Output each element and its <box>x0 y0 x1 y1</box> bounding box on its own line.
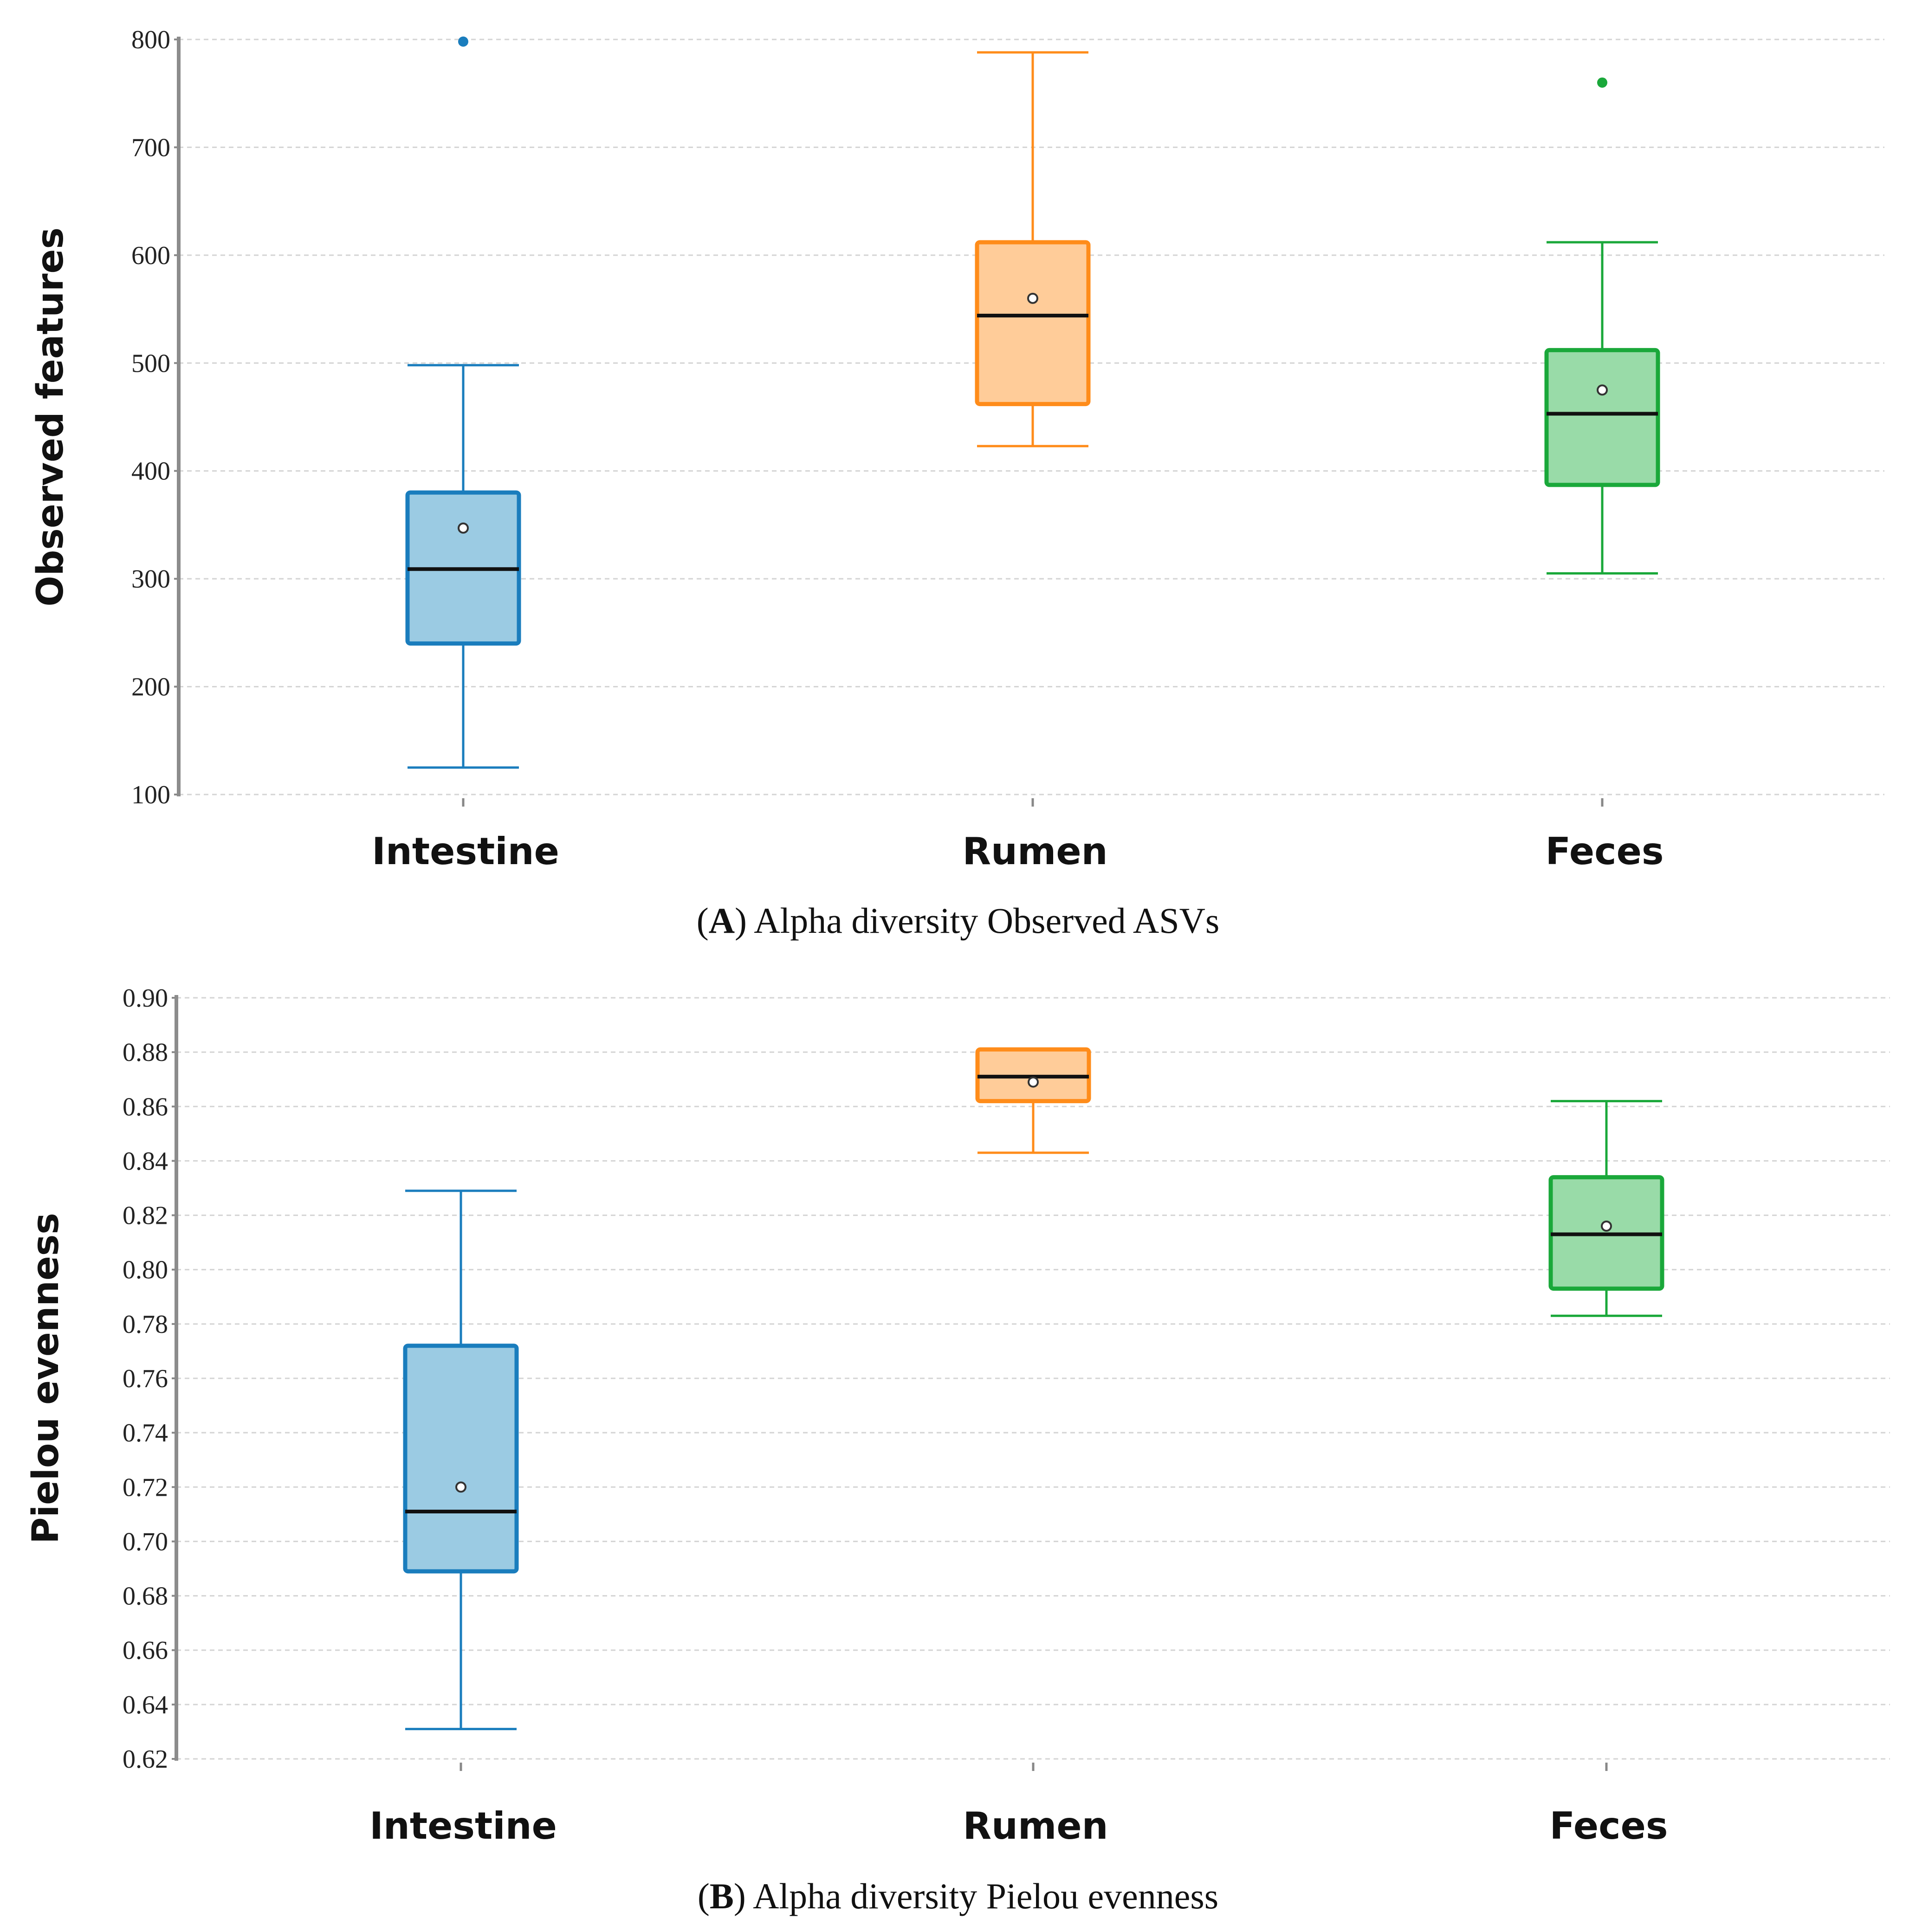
mean-marker <box>1601 1221 1612 1232</box>
outlier-point <box>458 36 468 47</box>
y-tick-label: 0.86 <box>123 1092 168 1121</box>
y-tick-label: 600 <box>131 241 170 270</box>
y-axis-title: Observed features <box>30 227 71 607</box>
y-tick-label: 0.64 <box>123 1691 168 1719</box>
panel-a-caption: (A) Alpha diversity Observed ASVs <box>697 900 1220 941</box>
panel-b-pielou-evenness: 0.62 0.64 0.66 0.68 0.70 0.72 0.74 0.76 0.78 0.80… <box>25 984 1890 1848</box>
mean-marker <box>1597 384 1608 396</box>
y-tick-label: 0.72 <box>123 1473 168 1502</box>
box-rumen <box>975 1047 1091 1771</box>
y-tick-label: 0.70 <box>123 1527 168 1556</box>
y-tick-label: 700 <box>131 133 170 162</box>
y-axis-title: Pielou evenness <box>25 1213 67 1544</box>
mean-marker <box>1028 1076 1039 1088</box>
mean-marker <box>455 1481 466 1493</box>
panel-a-observed-features: 100 200 300 400 500 600 700 800 Observed feature… <box>30 26 1884 873</box>
box-rumen <box>975 51 1091 807</box>
panel-b-caption: (B) Alpha diversity Pielou evenness <box>698 1876 1218 1916</box>
x-category-label: Rumen <box>963 1804 1108 1848</box>
y-tick-label: 0.80 <box>123 1256 168 1285</box>
y-tick-label: 0.82 <box>123 1202 168 1230</box>
y-tick-label: 400 <box>131 457 170 486</box>
y-tick-label: 0.68 <box>123 1582 168 1611</box>
y-tick-label: 0.90 <box>123 984 168 1013</box>
y-tick-label: 200 <box>131 673 170 702</box>
y-tick-label: 0.66 <box>123 1636 168 1665</box>
y-tick-label: 0.62 <box>123 1745 168 1774</box>
box-feces <box>1548 1100 1664 1771</box>
y-tick-label: 0.84 <box>123 1147 168 1176</box>
y-tick-label: 500 <box>131 349 170 378</box>
box-intestine <box>403 1189 519 1771</box>
outlier-point <box>1597 77 1607 88</box>
y-tick-label: 0.78 <box>123 1310 168 1339</box>
y-tick-label: 800 <box>131 26 170 54</box>
y-tick-label: 0.76 <box>123 1364 168 1393</box>
mean-marker <box>1027 292 1038 304</box>
box-intestine <box>405 36 521 807</box>
y-tick-label: 100 <box>131 781 170 809</box>
x-category-label: Intestine <box>372 830 559 873</box>
iqr-box <box>975 240 1091 407</box>
iqr-box <box>403 1344 519 1574</box>
iqr-box <box>1544 348 1660 487</box>
x-category-label: Rumen <box>962 830 1107 873</box>
box-feces <box>1544 77 1660 807</box>
x-category-label: Intestine <box>369 1804 557 1848</box>
y-tick-label: 300 <box>131 565 170 594</box>
mean-marker <box>458 522 469 534</box>
x-category-label: Feces <box>1550 1804 1668 1848</box>
x-category-label: Feces <box>1546 830 1664 873</box>
y-tick-label: 0.88 <box>123 1038 168 1067</box>
y-tick-label: 0.74 <box>123 1419 168 1447</box>
